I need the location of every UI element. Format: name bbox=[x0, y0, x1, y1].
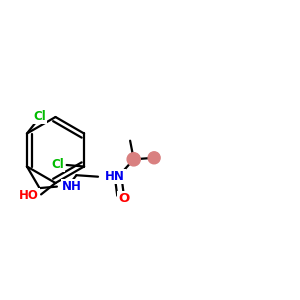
Text: Cl: Cl bbox=[34, 110, 46, 123]
Circle shape bbox=[127, 153, 140, 166]
Text: HO: HO bbox=[19, 189, 39, 203]
Circle shape bbox=[148, 152, 160, 164]
Text: Cl: Cl bbox=[52, 158, 64, 172]
Text: HN: HN bbox=[105, 169, 125, 183]
Text: O: O bbox=[118, 192, 130, 206]
Text: NH: NH bbox=[62, 180, 82, 193]
